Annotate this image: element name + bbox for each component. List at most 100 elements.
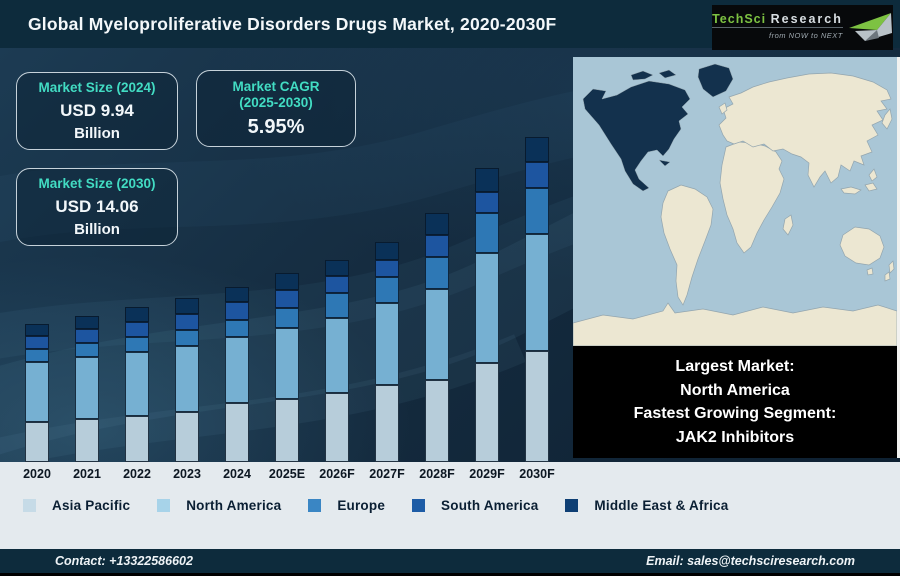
legend-label: Middle East & Africa bbox=[594, 498, 729, 513]
bar-2022 bbox=[125, 307, 149, 462]
bar-segment-middle-east-africa bbox=[225, 287, 249, 302]
bar-segment-asia-pacific bbox=[425, 380, 449, 462]
chart-legend: Asia Pacific North America Europe South Ame… bbox=[23, 498, 728, 513]
legend-swatch bbox=[308, 499, 322, 512]
legend-swatch bbox=[565, 499, 579, 512]
bar-segment-north-america bbox=[25, 362, 49, 422]
bar-segment-middle-east-africa bbox=[75, 316, 99, 329]
stat-label: Market Size (2024) bbox=[38, 80, 156, 95]
x-axis-label-2024: 2024 bbox=[223, 467, 251, 481]
bar-segment-europe bbox=[325, 293, 349, 318]
bar-segment-europe bbox=[175, 330, 199, 346]
contact-email: Email: sales@techsciresearch.com bbox=[646, 554, 855, 568]
bar-chart bbox=[0, 48, 573, 462]
bar-segment-asia-pacific bbox=[475, 363, 499, 462]
bar-2025E bbox=[275, 273, 299, 462]
bar-2027F bbox=[375, 242, 399, 462]
stat-unit: Billion bbox=[74, 221, 120, 238]
legend-label: Asia Pacific bbox=[52, 498, 131, 513]
bar-segment-europe bbox=[525, 188, 549, 234]
bar-segment-south-america bbox=[125, 322, 149, 337]
x-axis-label-2030F: 2030F bbox=[519, 467, 555, 481]
bar-segment-middle-east-africa bbox=[475, 168, 499, 192]
legend-item-middle-east-africa: Middle East & Africa bbox=[565, 498, 728, 513]
stat-value: USD 9.94 bbox=[60, 101, 134, 120]
bar-segment-asia-pacific bbox=[525, 351, 549, 462]
bar-segment-middle-east-africa bbox=[175, 298, 199, 314]
bar-segment-north-america bbox=[475, 253, 499, 363]
bar-segment-south-america bbox=[25, 336, 49, 349]
bar-segment-north-america bbox=[75, 357, 99, 419]
bar-segment-europe bbox=[375, 277, 399, 303]
legend-item-europe: Europe bbox=[308, 498, 385, 513]
logo-arrow-icon bbox=[848, 12, 892, 41]
logo-tagline: from NOW to NEXT bbox=[712, 27, 843, 42]
bar-segment-europe bbox=[275, 308, 299, 328]
techsci-logo: TechSci Research from NOW to NEXT bbox=[712, 5, 893, 50]
fastest-segment-label: Fastest Growing Segment: bbox=[633, 405, 837, 422]
bar-segment-europe bbox=[25, 349, 49, 362]
bar-segment-north-america bbox=[375, 303, 399, 385]
bar-segment-asia-pacific bbox=[325, 393, 349, 462]
bar-segment-south-america bbox=[75, 329, 99, 343]
bar-2023 bbox=[175, 298, 199, 462]
bar-segment-middle-east-africa bbox=[375, 242, 399, 260]
stat-value: 5.95% bbox=[247, 115, 305, 138]
world-map bbox=[572, 57, 900, 347]
bar-segment-asia-pacific bbox=[25, 422, 49, 462]
bar-2026F bbox=[325, 260, 349, 462]
x-axis-label-2023: 2023 bbox=[173, 467, 201, 481]
bar-segment-south-america bbox=[175, 314, 199, 330]
stat-box-market-size-2030: Market Size (2030) USD 14.06 Billion bbox=[16, 168, 178, 246]
bar-segment-asia-pacific bbox=[125, 416, 149, 462]
bar-2021 bbox=[75, 316, 99, 462]
footer-bar: Contact: +13322586602 Email: sales@techs… bbox=[0, 549, 900, 576]
stat-unit: Billion bbox=[74, 125, 120, 142]
bar-segment-north-america bbox=[425, 289, 449, 380]
map-greenland bbox=[697, 63, 734, 98]
legend-swatch bbox=[412, 499, 426, 512]
header-bar: Global Myeloproliferative Disorders Drug… bbox=[0, 0, 900, 50]
bar-segment-europe bbox=[425, 257, 449, 289]
x-axis-label-2028F: 2028F bbox=[419, 467, 455, 481]
legend-item-north-america: North America bbox=[157, 498, 281, 513]
axis-and-legend-strip: 2020 2021 2022 2023 2024 2025E 2026F 2027F 2028F… bbox=[0, 462, 900, 549]
bar-segment-south-america bbox=[325, 276, 349, 293]
bar-segment-middle-east-africa bbox=[425, 213, 449, 235]
bar-segment-south-america bbox=[525, 162, 549, 188]
bar-2024 bbox=[225, 287, 249, 462]
bar-segment-middle-east-africa bbox=[525, 137, 549, 162]
bar-segment-south-america bbox=[375, 260, 399, 277]
stat-box-market-size-2024: Market Size (2024) USD 9.94 Billion bbox=[16, 72, 178, 150]
x-axis-label-2020: 2020 bbox=[23, 467, 51, 481]
bar-segment-asia-pacific bbox=[375, 385, 399, 462]
bar-segment-middle-east-africa bbox=[125, 307, 149, 322]
stat-label: Market Size (2030) bbox=[38, 176, 156, 191]
legend-item-asia-pacific: Asia Pacific bbox=[23, 498, 130, 513]
stat-box-market-cagr: Market CAGR (2025-2030) 5.95% bbox=[196, 70, 356, 147]
legend-label: North America bbox=[186, 498, 282, 513]
bar-segment-north-america bbox=[225, 337, 249, 403]
x-axis-label-2022: 2022 bbox=[123, 467, 151, 481]
bar-segment-europe bbox=[225, 320, 249, 337]
legend-label: South America bbox=[441, 498, 539, 513]
bar-segment-north-america bbox=[275, 328, 299, 399]
bar-2028F bbox=[425, 213, 449, 462]
bar-segment-north-america bbox=[125, 352, 149, 416]
x-axis-label-2026F: 2026F bbox=[319, 467, 355, 481]
largest-market-value: North America bbox=[680, 381, 790, 399]
bar-2029F bbox=[475, 168, 499, 462]
bar-segment-south-america bbox=[275, 290, 299, 308]
bar-segment-europe bbox=[475, 213, 499, 253]
map-eurasia bbox=[718, 72, 892, 188]
fastest-segment-value: JAK2 Inhibitors bbox=[675, 428, 795, 446]
key-facts-box: Largest Market: North America Fastest Gr… bbox=[573, 346, 900, 458]
bar-segment-north-america bbox=[175, 346, 199, 412]
x-axis-label-2027F: 2027F bbox=[369, 467, 405, 481]
bar-segment-south-america bbox=[425, 235, 449, 257]
bar-segment-asia-pacific bbox=[275, 399, 299, 462]
bar-2020 bbox=[25, 324, 49, 462]
bar-segment-asia-pacific bbox=[225, 403, 249, 462]
largest-market-label: Largest Market: bbox=[675, 358, 795, 375]
bar-2030F bbox=[525, 137, 549, 462]
